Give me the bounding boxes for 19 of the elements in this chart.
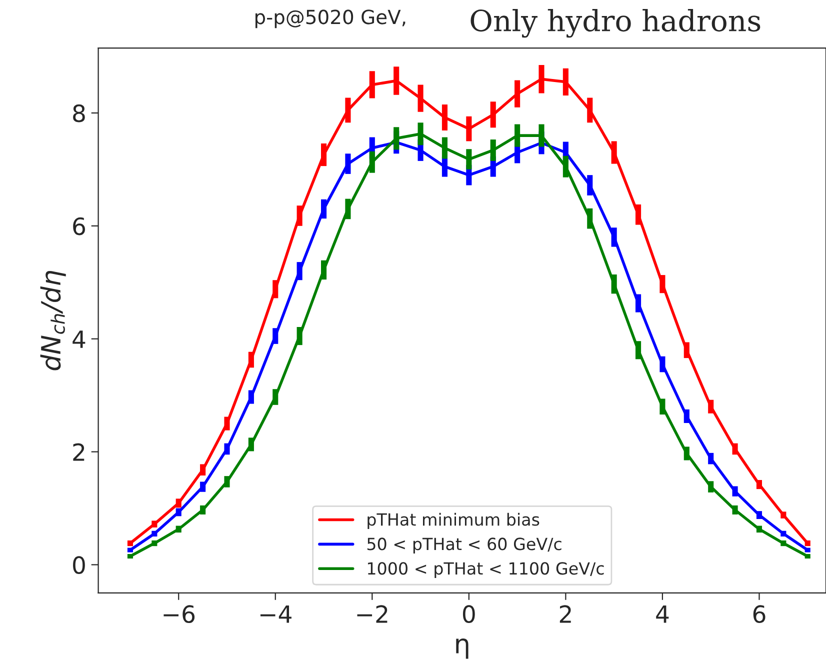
legend-label: 1000 < pTHat < 1100 GeV/c bbox=[368, 562, 604, 578]
y-tick-label: 0 bbox=[73, 556, 85, 574]
x-tick-label: −6 bbox=[164, 605, 195, 624]
legend-label: 50 < pTHat < 60 GeV/c bbox=[367, 538, 562, 554]
y-tick-label: 2 bbox=[73, 443, 84, 461]
y-tick-label: 8 bbox=[73, 104, 85, 122]
y-tick-label: 6 bbox=[73, 217, 85, 236]
legend-label: pTHat minimum bias bbox=[368, 512, 540, 530]
chart-title: p-p@5020 GeV, bbox=[256, 10, 406, 28]
x-tick-label: −2 bbox=[357, 605, 388, 623]
x-tick-label: −4 bbox=[260, 605, 292, 623]
x-tick-label: 2 bbox=[560, 605, 571, 623]
x-tick-label: 0 bbox=[462, 605, 475, 624]
x-tick-label: 6 bbox=[753, 605, 766, 624]
x-axis-title: η bbox=[456, 638, 468, 659]
x-tick-label: 4 bbox=[656, 605, 669, 623]
y-axis-title: dN$_{ch}$/dη bbox=[40, 270, 66, 370]
text: Only hydro hadrons bbox=[470, 9, 760, 38]
y-tick-label: 4 bbox=[72, 330, 86, 348]
